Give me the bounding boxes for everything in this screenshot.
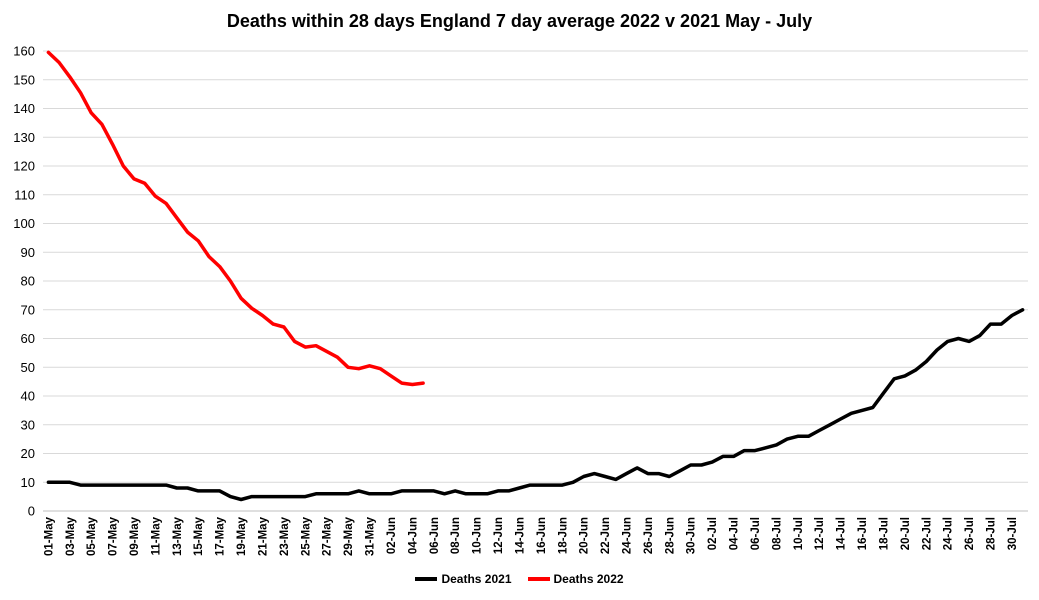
x-tick-label-05-May: 05-May [86,516,98,556]
x-tick-label-16-Jul: 16-Jul [857,517,869,550]
x-tick-label-30-Jun: 30-Jun [686,517,698,554]
x-tick-label-20-Jun: 20-Jun [579,517,591,554]
x-tick-label-26-Jul: 26-Jul [964,517,976,550]
x-tick-label-27-May: 27-May [322,516,334,556]
y-tick-label-80: 80 [21,274,35,289]
x-tick-label-04-Jun: 04-Jun [407,517,419,554]
y-tick-label-90: 90 [21,245,35,260]
x-tick-label-21-May: 21-May [257,516,269,556]
x-tick-label-16-Jun: 16-Jun [536,517,548,554]
x-tick-label-07-May: 07-May [108,516,120,556]
y-tick-label-60: 60 [21,331,35,346]
legend-item-2022: Deaths 2022 [527,572,624,586]
y-tick-label-140: 140 [13,101,35,116]
x-tick-label-06-Jul: 06-Jul [750,517,762,550]
x-tick-label-10-Jun: 10-Jun [472,517,484,554]
y-tick-label-20: 20 [21,446,35,461]
x-tick-label-31-May: 31-May [365,516,377,556]
y-tick-label-110: 110 [14,187,35,202]
x-tick-label-25-May: 25-May [300,516,312,556]
x-tick-label-30-Jul: 30-Jul [1007,517,1019,550]
legend-label-2022: Deaths 2022 [553,572,624,586]
x-tick-label-22-Jun: 22-Jun [600,517,612,554]
legend: Deaths 2021 Deaths 2022 [0,572,1039,586]
y-tick-label-50: 50 [21,360,35,375]
x-tick-label-14-Jun: 14-Jun [514,517,526,554]
y-tick-label-100: 100 [13,216,35,231]
x-tick-label-12-Jul: 12-Jul [814,517,826,550]
x-tick-label-02-Jun: 02-Jun [386,517,398,554]
x-tick-label-15-May: 15-May [193,516,205,556]
y-tick-label-70: 70 [21,302,35,317]
x-tick-label-12-Jun: 12-Jun [493,517,505,554]
x-tick-label-02-Jul: 02-Jul [707,517,719,550]
legend-swatch-2022 [527,577,550,581]
x-tick-label-11-May: 11-May [150,516,162,555]
x-tick-label-04-Jul: 04-Jul [729,517,741,550]
series-line-deaths-2022 [46,50,425,387]
y-tick-label-160: 160 [13,44,35,59]
x-tick-label-23-May: 23-May [279,516,291,556]
x-tick-label-08-Jun: 08-Jun [450,517,462,554]
y-tick-label-40: 40 [21,389,35,404]
y-tick-label-0: 0 [28,504,35,519]
chart-title: Deaths within 28 days England 7 day aver… [226,11,813,31]
x-tick-label-18-Jun: 18-Jun [557,517,569,554]
y-tick-label-150: 150 [13,72,35,87]
x-tick-label-18-Jul: 18-Jul [878,517,890,550]
x-tick-label-10-Jul: 10-Jul [793,517,805,550]
x-tick-label-14-Jul: 14-Jul [836,517,848,550]
x-tick-label-28-Jul: 28-Jul [986,517,998,550]
y-tick-label-120: 120 [13,159,35,174]
x-tick-label-22-Jul: 22-Jul [921,517,933,550]
x-tick-label-29-May: 29-May [343,516,355,556]
x-tick-label-26-Jun: 26-Jun [643,517,655,554]
x-tick-label-24-Jun: 24-Jun [622,517,634,554]
legend-swatch-2021 [415,577,438,581]
legend-label-2021: Deaths 2021 [441,572,512,586]
y-tick-label-10: 10 [21,475,35,490]
x-tick-label-08-Jul: 08-Jul [771,517,783,550]
x-tick-label-01-May: 01-May [43,516,55,556]
x-tick-label-19-May: 19-May [236,516,248,556]
y-tick-label-30: 30 [21,417,35,432]
x-tick-label-24-Jul: 24-Jul [943,517,955,550]
x-tick-label-28-Jun: 28-Jun [664,517,676,554]
x-tick-label-13-May: 13-May [172,516,184,556]
x-tick-label-09-May: 09-May [129,516,141,556]
x-tick-label-17-May: 17-May [215,516,227,556]
legend-item-2021: Deaths 2021 [415,572,512,586]
series-line-deaths-2021 [46,308,1025,502]
x-tick-label-03-May: 03-May [65,516,77,556]
y-tick-label-130: 130 [13,130,35,145]
x-tick-label-20-Jul: 20-Jul [900,517,912,550]
x-tick-label-06-Jun: 06-Jun [429,517,441,554]
